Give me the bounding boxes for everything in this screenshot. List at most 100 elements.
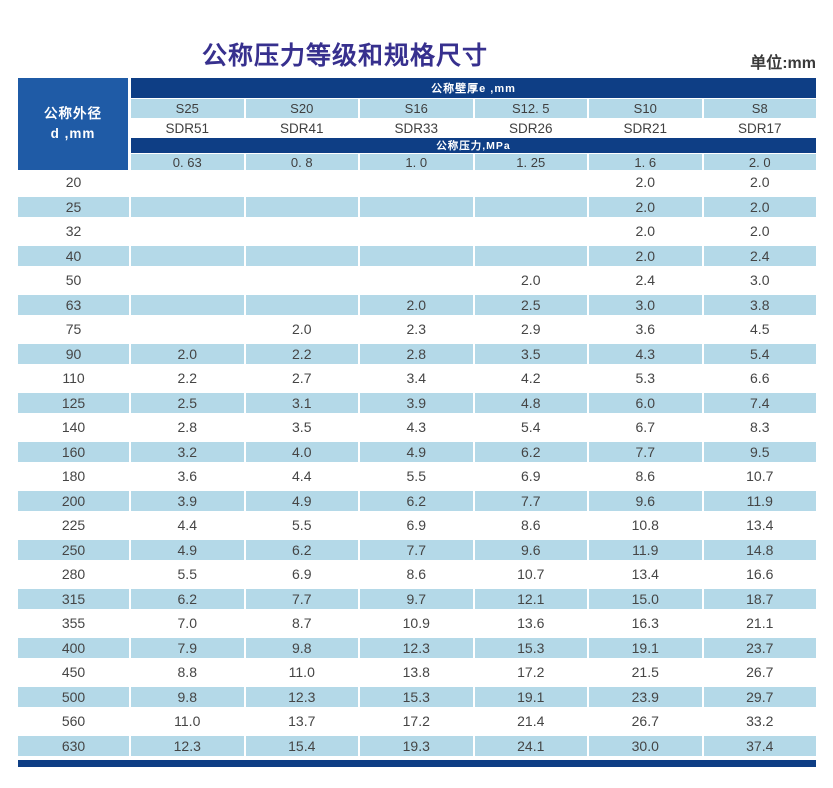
table-cell: 37.4: [703, 733, 816, 758]
row-header-cell: 560: [61, 713, 86, 730]
table-cell: 2.8: [360, 341, 473, 366]
table-cell: 9.8: [131, 684, 244, 709]
table-cell: 30.0: [589, 733, 702, 758]
table-cell: 2.2: [245, 341, 358, 366]
table-cell: 8.6: [521, 517, 541, 534]
table-cell: 11.0: [174, 713, 201, 730]
table-cell: [131, 292, 244, 317]
series-label-cell: S10: [589, 98, 702, 119]
table-cell: 19.1: [589, 635, 702, 660]
table-cell: 24.1: [474, 733, 587, 758]
table-cell: 11.9: [703, 488, 816, 513]
table-cell: 2.4: [703, 243, 816, 268]
header-right-section: 公称壁厚e ,mm S25 S20 S16 S12. 5 S10 S8 SDR51 SDR4…: [131, 78, 816, 170]
table-row: 63 2.0 2.5 3.0 3.8: [18, 292, 816, 317]
pressure-values-row: 0. 63 0. 8 1. 0 1. 25 1. 6 2. 0: [131, 154, 816, 170]
table-cell: 17.2: [402, 713, 430, 730]
table-cell: 4.9: [245, 488, 358, 513]
table-cell: [475, 219, 588, 244]
table-cell: 6.6: [750, 370, 770, 387]
table-cell: 5.4: [703, 341, 816, 366]
pressure-value-cell: 1. 6: [589, 154, 702, 170]
table-row: 400 7.9 9.8 12.3 15.3 19.1 23.7: [18, 635, 816, 660]
series-label-cell: S20: [245, 98, 358, 119]
table-row: 75 2.0 2.3 2.9 3.6 4.5: [18, 317, 816, 342]
table-cell: [246, 170, 359, 195]
table-cell: 9.6: [474, 537, 587, 562]
table-cell: 12.3: [131, 733, 244, 758]
table-cell: 29.7: [703, 684, 816, 709]
table-row: 200 3.9 4.9 6.2 7.7 9.6 11.9: [18, 488, 816, 513]
row-header-cell: 500: [18, 684, 129, 709]
table-cell: 4.5: [750, 321, 770, 338]
row-header-cell: 140: [61, 419, 86, 436]
table-row: 125 2.5 3.1 3.9 4.8 6.0 7.4: [18, 390, 816, 415]
table-cell: 2.0: [635, 174, 655, 191]
table-row: 32 2.0 2.0: [18, 219, 816, 244]
row-header-cell: 355: [61, 615, 86, 632]
row-header-cell: 400: [18, 635, 129, 660]
row-header-cell: 63: [18, 292, 129, 317]
table-cell: 14.8: [703, 537, 816, 562]
table-cell: 2.0: [635, 223, 655, 240]
table-cell: 2.2: [177, 370, 197, 387]
table-cell: 13.4: [746, 517, 774, 534]
sdr-label-cell: SDR26: [474, 119, 587, 139]
table-cell: 6.2: [131, 586, 244, 611]
table-cell: 6.7: [635, 419, 655, 436]
table-cell: 26.7: [631, 713, 659, 730]
spec-table: 公称外径 d ,mm 公称壁厚e ,mm S25 S20 S16 S12. 5 S10 S…: [18, 78, 816, 767]
table-cell: 12.1: [474, 586, 587, 611]
table-cell: [131, 243, 244, 268]
table-cell: 2.3: [406, 321, 426, 338]
table-cell: 2.9: [521, 321, 541, 338]
table-cell: [474, 194, 587, 219]
table-row: 40 2.0 2.4: [18, 243, 816, 268]
table-cell: 3.1: [245, 390, 358, 415]
table-cell: 9.5: [703, 439, 816, 464]
table-cell: 4.9: [131, 537, 244, 562]
table-cell: 3.8: [703, 292, 816, 317]
table-cell: 7.7: [474, 488, 587, 513]
row-header-cell: 32: [65, 223, 82, 240]
sdr-label-cell: SDR21: [589, 119, 702, 139]
table-cell: 13.7: [288, 713, 316, 730]
table-row: 500 9.8 12.3 15.3 19.1 23.9 29.7: [18, 684, 816, 709]
table-row: 20 2.0 2.0: [18, 170, 816, 195]
table-cell: 10.8: [631, 517, 659, 534]
table-cell: 21.5: [631, 664, 659, 681]
table-cell: [475, 170, 588, 195]
table-cell: 6.9: [521, 468, 541, 485]
table-cell: 13.4: [631, 566, 659, 583]
table-cell: 12.3: [245, 684, 358, 709]
row-header-cell: 280: [61, 566, 86, 583]
row-header-cell: 110: [62, 370, 85, 387]
table-cell: 7.7: [245, 586, 358, 611]
table-cell: 4.4: [292, 468, 312, 485]
table-cell: 15.3: [474, 635, 587, 660]
table-cell: [246, 219, 359, 244]
table-cell: 5.5: [406, 468, 426, 485]
table-cell: 8.6: [406, 566, 426, 583]
table-cell: 4.2: [521, 370, 541, 387]
unit-label: 单位:mm: [750, 55, 816, 72]
table-cell: 16.3: [631, 615, 659, 632]
table-cell: 23.9: [589, 684, 702, 709]
table-cell: 17.2: [517, 664, 545, 681]
table-cell: 15.3: [360, 684, 473, 709]
pressure-value-cell: 2. 0: [703, 154, 816, 170]
wall-thickness-band: 公称壁厚e ,mm: [131, 78, 816, 98]
table-cell: 21.1: [746, 615, 774, 632]
table-bottom-bar: [18, 760, 816, 767]
table-cell: 2.7: [292, 370, 312, 387]
table-cell: 3.4: [406, 370, 426, 387]
table-row: 225 4.4 5.5 6.9 8.6 10.8 13.4: [18, 513, 816, 538]
table-cell: 9.8: [245, 635, 358, 660]
table-cell: 16.6: [746, 566, 774, 583]
table-cell: [245, 243, 358, 268]
series-label-cell: S12. 5: [474, 98, 587, 119]
table-cell: 3.2: [131, 439, 244, 464]
table-cell: [131, 268, 244, 293]
row-header-cell: 160: [18, 439, 129, 464]
row-header-cell: 40: [18, 243, 129, 268]
